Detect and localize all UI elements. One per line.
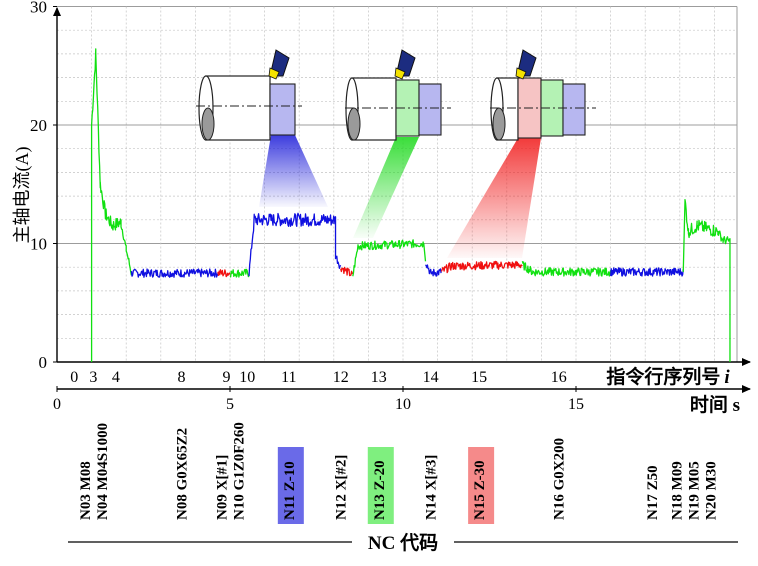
y-tick-label: 20: [30, 116, 47, 135]
blue-beam: [259, 135, 328, 207]
y-axis-label: 主轴电流(A): [12, 147, 33, 244]
y-tick-label: 10: [30, 235, 47, 254]
seq-tick-label: 3: [89, 369, 97, 386]
green-beam: [353, 137, 419, 238]
seq-tick-label: 0: [70, 369, 78, 386]
curve-segment-green: [682, 198, 731, 362]
y-tick-label: 0: [39, 353, 48, 372]
time-tick-label: 10: [395, 396, 411, 413]
nc-code-line: N11 Z-10: [282, 461, 298, 520]
nc-code-line: N15 Z-30: [472, 460, 488, 520]
nc-code-highlight: [277, 447, 304, 524]
nc-code-list: N03 M08 N04 M04S1000 N08 G0X65Z2 N09 X[#1] N…: [78, 422, 720, 524]
seq-tick-label: 13: [371, 369, 387, 386]
nc-code-highlight: [468, 447, 495, 524]
curve-segment-red: [340, 266, 354, 277]
nc-code-line: N09 X[#1]: [215, 455, 231, 520]
nc-code-line: N16 G0X200: [552, 438, 568, 520]
seq-axis-var: i: [724, 367, 730, 388]
nc-code-line: N08 G0X65Z2: [175, 428, 191, 520]
red-beam: [447, 138, 541, 258]
curve-segment-green: [229, 268, 250, 278]
seq-tick-label: 10: [239, 369, 255, 386]
seq-tick-label: 14: [423, 369, 439, 386]
y-tick-label: 30: [30, 0, 47, 17]
y-tick-labels: 0 10 20 30: [30, 0, 57, 372]
time-tick-label: 5: [226, 396, 234, 413]
time-tick-labels: 0 5 10 15: [53, 386, 584, 413]
current-curve: [90, 48, 731, 362]
curve-segment-red: [440, 260, 523, 274]
curve-segment-green: [90, 48, 133, 362]
curve-segment-green: [352, 239, 427, 277]
seq-axis-label: 指令行序列号 i: [606, 365, 730, 388]
seq-tick-label: 9: [223, 369, 231, 386]
curve-segment-red: [217, 269, 231, 278]
nc-code-line: N17 Z50: [645, 465, 661, 520]
workpiece-illustration-3: [490, 49, 596, 141]
curve-segment-blue: [248, 212, 342, 277]
time-tick-label: 15: [568, 396, 584, 413]
seq-tick-label: 11: [281, 369, 296, 386]
illustration-beams: [259, 135, 541, 258]
curve-segment-blue: [425, 264, 442, 277]
nc-code-line: N13 Z-20: [372, 460, 388, 520]
curve-segment-blue: [130, 268, 219, 278]
nc-code-line: N18 M09: [670, 461, 686, 520]
seq-tick-label: 16: [551, 369, 567, 386]
time-tick-label: 0: [53, 396, 61, 413]
nc-code-line: N12 X[#2]: [334, 455, 350, 520]
nc-code-highlight: [367, 447, 394, 524]
seq-axis-label-text: 指令行序列号: [606, 365, 720, 388]
curve-segment-green: [521, 260, 612, 277]
time-axis-label: 时间 s: [690, 394, 740, 416]
workpiece-illustration-1: [196, 49, 302, 141]
seq-tick-labels: 0 3 4 8 9 10 11 12 13 14 15 16: [70, 369, 566, 386]
seq-tick-label: 12: [333, 369, 349, 386]
nc-code-line: N03 M08: [78, 461, 94, 520]
nc-code-line: N10 G1Z0F260: [232, 422, 248, 520]
nc-code-line: N14 X[#3]: [424, 455, 440, 520]
seq-tick-label: 4: [112, 369, 120, 386]
nc-code-label: NC 代码: [368, 532, 438, 554]
seq-tick-label: 15: [471, 369, 487, 386]
nc-code-line: N04 M04S1000: [95, 423, 111, 520]
nc-code-line: N20 M30: [704, 461, 720, 520]
workpiece-illustration-2: [345, 49, 451, 141]
curve-segment-blue: [609, 267, 684, 277]
nc-code-line: N19 M05: [687, 461, 703, 520]
seq-tick-label: 8: [178, 369, 186, 386]
